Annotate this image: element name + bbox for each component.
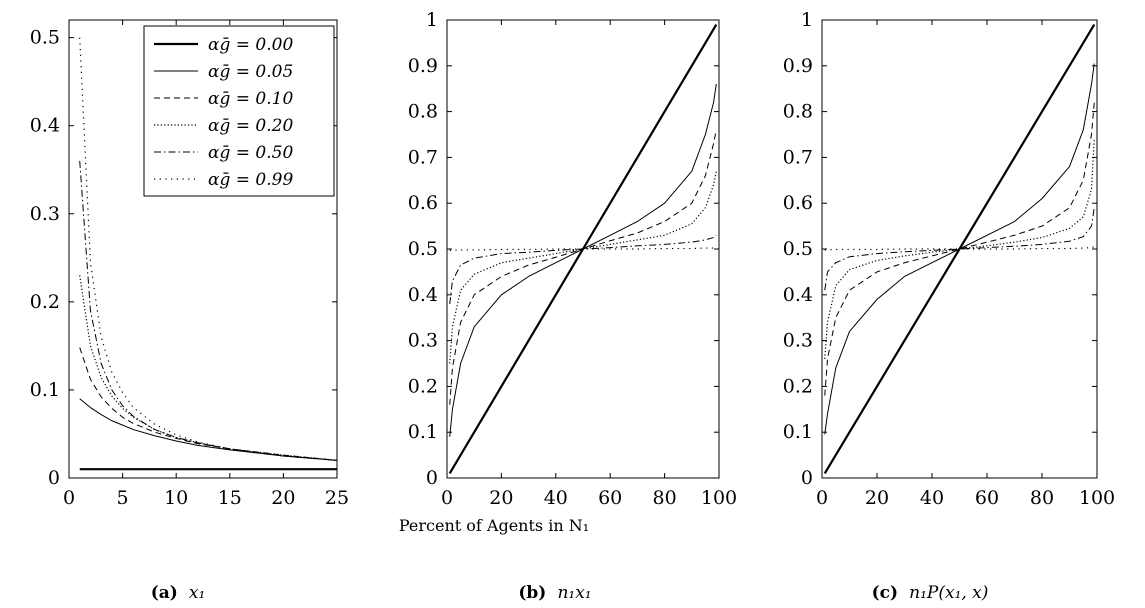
caption-b-letter: (b) <box>518 583 546 603</box>
x-tick-label-b: 20 <box>489 487 513 509</box>
y-tick-label-a: 0.5 <box>30 27 60 49</box>
legend-label-3: αḡ = 0.20 <box>208 116 293 136</box>
series-group-b <box>448 24 718 474</box>
legend-label-0: αḡ = 0.00 <box>208 35 293 55</box>
y-tick-label-b: 0.6 <box>408 192 438 214</box>
y-tick-label-b: 0.4 <box>408 284 438 306</box>
x-tick-label-c: 20 <box>865 487 889 509</box>
y-tick-label-c: 0.1 <box>783 421 813 443</box>
legend-label-5: αḡ = 0.99 <box>208 170 293 190</box>
y-tick-label-a: 0 <box>48 467 60 489</box>
y-tick-label-c: 0.7 <box>783 146 813 168</box>
legend: αḡ = 0.00 αḡ = 0.05 αḡ = 0.10 αḡ = 0.20 αḡ =… <box>143 25 335 197</box>
y-tick-label-b: 0.7 <box>408 146 438 168</box>
caption-a-letter: (a) <box>151 583 178 603</box>
y-tick-label-b: 0.3 <box>408 330 438 352</box>
y-tick-label-c: 0.2 <box>783 375 813 397</box>
x-tick-label-a: 15 <box>218 487 242 509</box>
series-line-b-4 <box>449 234 717 305</box>
x-tick-label-b: 80 <box>653 487 677 509</box>
y-tick-label-b: 0.9 <box>408 55 438 77</box>
x-tick-label-a: 5 <box>117 487 129 509</box>
caption-a: (a) x₁ <box>151 583 206 603</box>
y-tick-label-b: 1 <box>426 9 438 31</box>
legend-box <box>143 25 335 197</box>
x-tick-label-a: 10 <box>164 487 188 509</box>
y-tick-label-b: 0.8 <box>408 101 438 123</box>
x-axis-label-b: Percent of Agents in N₁ <box>399 516 589 535</box>
y-tick-label-c: 0.8 <box>783 101 813 123</box>
legend-label-1: αḡ = 0.05 <box>208 62 293 82</box>
y-tick-label-c: 0 <box>801 467 813 489</box>
caption-c: (c) n₁P(x₁, x) <box>872 583 989 603</box>
x-tick-label-a: 20 <box>271 487 295 509</box>
x-tick-label-b: 40 <box>544 487 568 509</box>
y-tick-label-c: 0.3 <box>783 330 813 352</box>
y-tick-label-b: 0.5 <box>408 238 438 260</box>
legend-label-4: αḡ = 0.50 <box>208 143 293 163</box>
x-tick-label-c: 80 <box>1030 487 1054 509</box>
y-tick-label-c: 0.9 <box>783 55 813 77</box>
caption-a-math: x₁ <box>189 583 205 603</box>
x-tick-label-b: 0 <box>441 487 453 509</box>
y-tick-label-c: 0.6 <box>783 192 813 214</box>
series-line-c-4 <box>824 207 1095 291</box>
y-tick-label-a: 0.3 <box>30 203 60 225</box>
caption-b-math: n₁x₁ <box>557 583 591 603</box>
caption-c-letter: (c) <box>872 583 898 603</box>
plot-frame-a <box>68 19 338 479</box>
x-tick-label-c: 0 <box>816 487 828 509</box>
panel-c: 0 20 40 60 80 100 0 0.1 0.2 0.3 0.4 0.5 0.6 0.7 0.8 0.9… <box>783 9 1115 509</box>
panel-b: 0 20 40 60 80 100 0 0.1 0.2 0.3 0.4 0.5 0.6 0.7 0.8 0.9… <box>408 9 737 509</box>
series-line-b-5 <box>449 247 717 251</box>
y-tick-label-b: 0.2 <box>408 375 438 397</box>
panel-a: 0 5 10 15 20 25 0 0.1 0.2 0.3 0.4 0.5 <box>30 19 349 509</box>
x-tick-label-c: 40 <box>920 487 944 509</box>
x-tick-label-b: 60 <box>598 487 622 509</box>
x-tick-label-c: 60 <box>975 487 999 509</box>
caption-b: (b) n₁x₁ <box>518 583 591 603</box>
y-tick-label-a: 0.1 <box>30 379 60 401</box>
y-tick-label-a: 0.2 <box>30 291 60 313</box>
y-tick-label-b: 0.1 <box>408 421 438 443</box>
series-line-a-1 <box>79 398 337 461</box>
y-tick-label-b: 0 <box>426 467 438 489</box>
y-tick-label-c: 0.4 <box>783 284 813 306</box>
series-group-c <box>823 24 1096 474</box>
series-line-a-3 <box>79 275 337 461</box>
y-tick-label-a: 0.4 <box>30 115 60 137</box>
x-tick-label-b: 100 <box>701 487 737 509</box>
series-line-b-3 <box>449 171 717 364</box>
series-line-a-4 <box>79 160 337 461</box>
y-tick-label-c: 0.5 <box>783 238 813 260</box>
x-tick-label-a: 0 <box>63 487 75 509</box>
legend-label-2: αḡ = 0.10 <box>208 89 293 109</box>
series-group-a <box>79 37 337 471</box>
y-tick-label-c: 1 <box>801 9 813 31</box>
caption-c-math: n₁P(x₁, x) <box>909 583 988 603</box>
x-tick-label-a: 25 <box>325 487 349 509</box>
series-line-b-1 <box>449 84 717 437</box>
x-tick-label-c: 100 <box>1079 487 1115 509</box>
